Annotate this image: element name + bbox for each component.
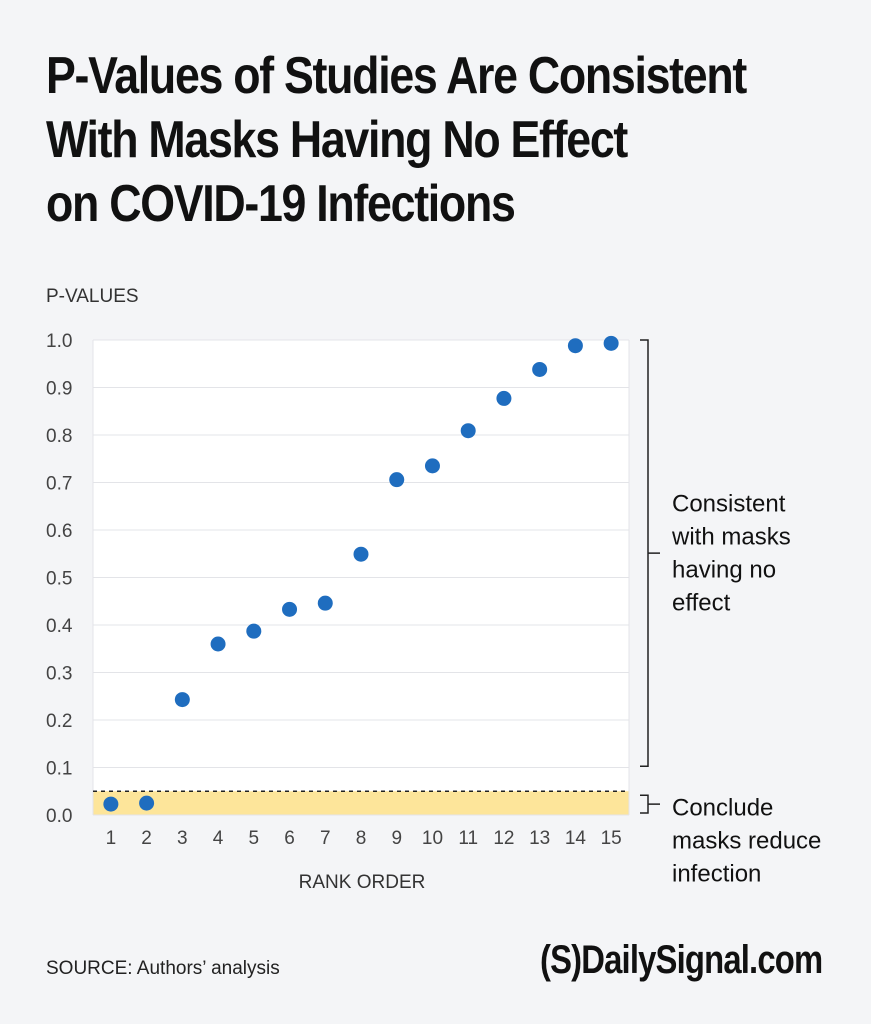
annotation-text: effect (672, 590, 731, 617)
data-point (174, 692, 190, 708)
gridlines (92, 339, 630, 816)
title-line-1: P-Values of Studies Are Consistent (46, 47, 747, 105)
annotation-text: infection (672, 860, 761, 887)
y-tick-label: 0.0 (46, 806, 72, 827)
y-tick-label: 0.6 (46, 521, 72, 542)
data-point (567, 338, 583, 354)
annotation-bracket (640, 794, 660, 814)
data-point (353, 546, 369, 562)
x-tick-label: 7 (320, 828, 331, 849)
significance-band (93, 791, 629, 815)
x-tick-label: 9 (391, 828, 402, 849)
x-tick-label: 5 (249, 828, 260, 849)
y-tick-label: 0.9 (46, 379, 72, 400)
annotation-text: Conclude (672, 794, 773, 821)
annotation-brackets: Consistent with masks having no effect Concl… (640, 339, 821, 887)
data-point (424, 458, 440, 474)
x-axis-title: RANK ORDER (299, 872, 426, 893)
data-point (389, 472, 405, 488)
y-tick-label: 0.8 (46, 426, 72, 447)
y-tick-label: 1.0 (46, 331, 72, 352)
data-point (246, 623, 262, 639)
data-point (603, 335, 619, 351)
x-tick-label: 11 (458, 828, 478, 849)
x-tick-label: 8 (356, 828, 367, 849)
x-axis-ticks: 1 2 3 4 5 6 7 8 9 10 11 12 13 14 15 (106, 828, 622, 849)
data-point (103, 796, 119, 812)
data-point (139, 795, 155, 811)
y-tick-label: 0.4 (46, 616, 73, 637)
brand-logo: (S)DailySignal.com (540, 938, 823, 982)
y-axis-title: P-VALUES (46, 286, 139, 307)
data-point (460, 423, 476, 439)
data-point (496, 390, 512, 406)
source-note: SOURCE: Authors’ analysis (46, 958, 280, 979)
data-point (317, 595, 333, 611)
data-point (282, 601, 298, 617)
title-line-2: With Masks Having No Effect (46, 111, 628, 169)
x-tick-label: 6 (284, 828, 295, 849)
x-tick-label: 12 (493, 828, 514, 849)
x-tick-label: 2 (141, 828, 152, 849)
x-tick-label: 4 (213, 828, 224, 849)
data-points (103, 335, 619, 812)
annotation-text: masks reduce (672, 827, 821, 854)
y-tick-label: 0.3 (46, 664, 72, 685)
x-tick-label: 13 (529, 828, 550, 849)
x-tick-label: 1 (106, 828, 117, 849)
y-tick-label: 0.5 (46, 569, 72, 590)
chart-title: P-Values of Studies Are Consistent With … (46, 44, 747, 236)
x-tick-label: 15 (601, 828, 622, 849)
title-line-3: on COVID-19 Infections (46, 175, 516, 233)
y-tick-label: 0.2 (46, 711, 72, 732)
annotation-text: Consistent (672, 491, 786, 518)
data-point (210, 636, 226, 652)
x-tick-label: 10 (422, 828, 443, 849)
x-tick-label: 3 (177, 828, 188, 849)
y-tick-label: 0.1 (46, 759, 72, 780)
annotation-text: having no (672, 557, 776, 584)
x-tick-label: 14 (565, 828, 587, 849)
annotation-text: with masks (671, 524, 791, 551)
y-axis-ticks: 0.0 0.1 0.2 0.3 0.4 0.5 0.6 0.7 0.8 0.9 1.0 (46, 331, 73, 827)
data-point (532, 361, 548, 377)
annotation-bracket (640, 339, 660, 767)
y-tick-label: 0.7 (46, 474, 72, 495)
